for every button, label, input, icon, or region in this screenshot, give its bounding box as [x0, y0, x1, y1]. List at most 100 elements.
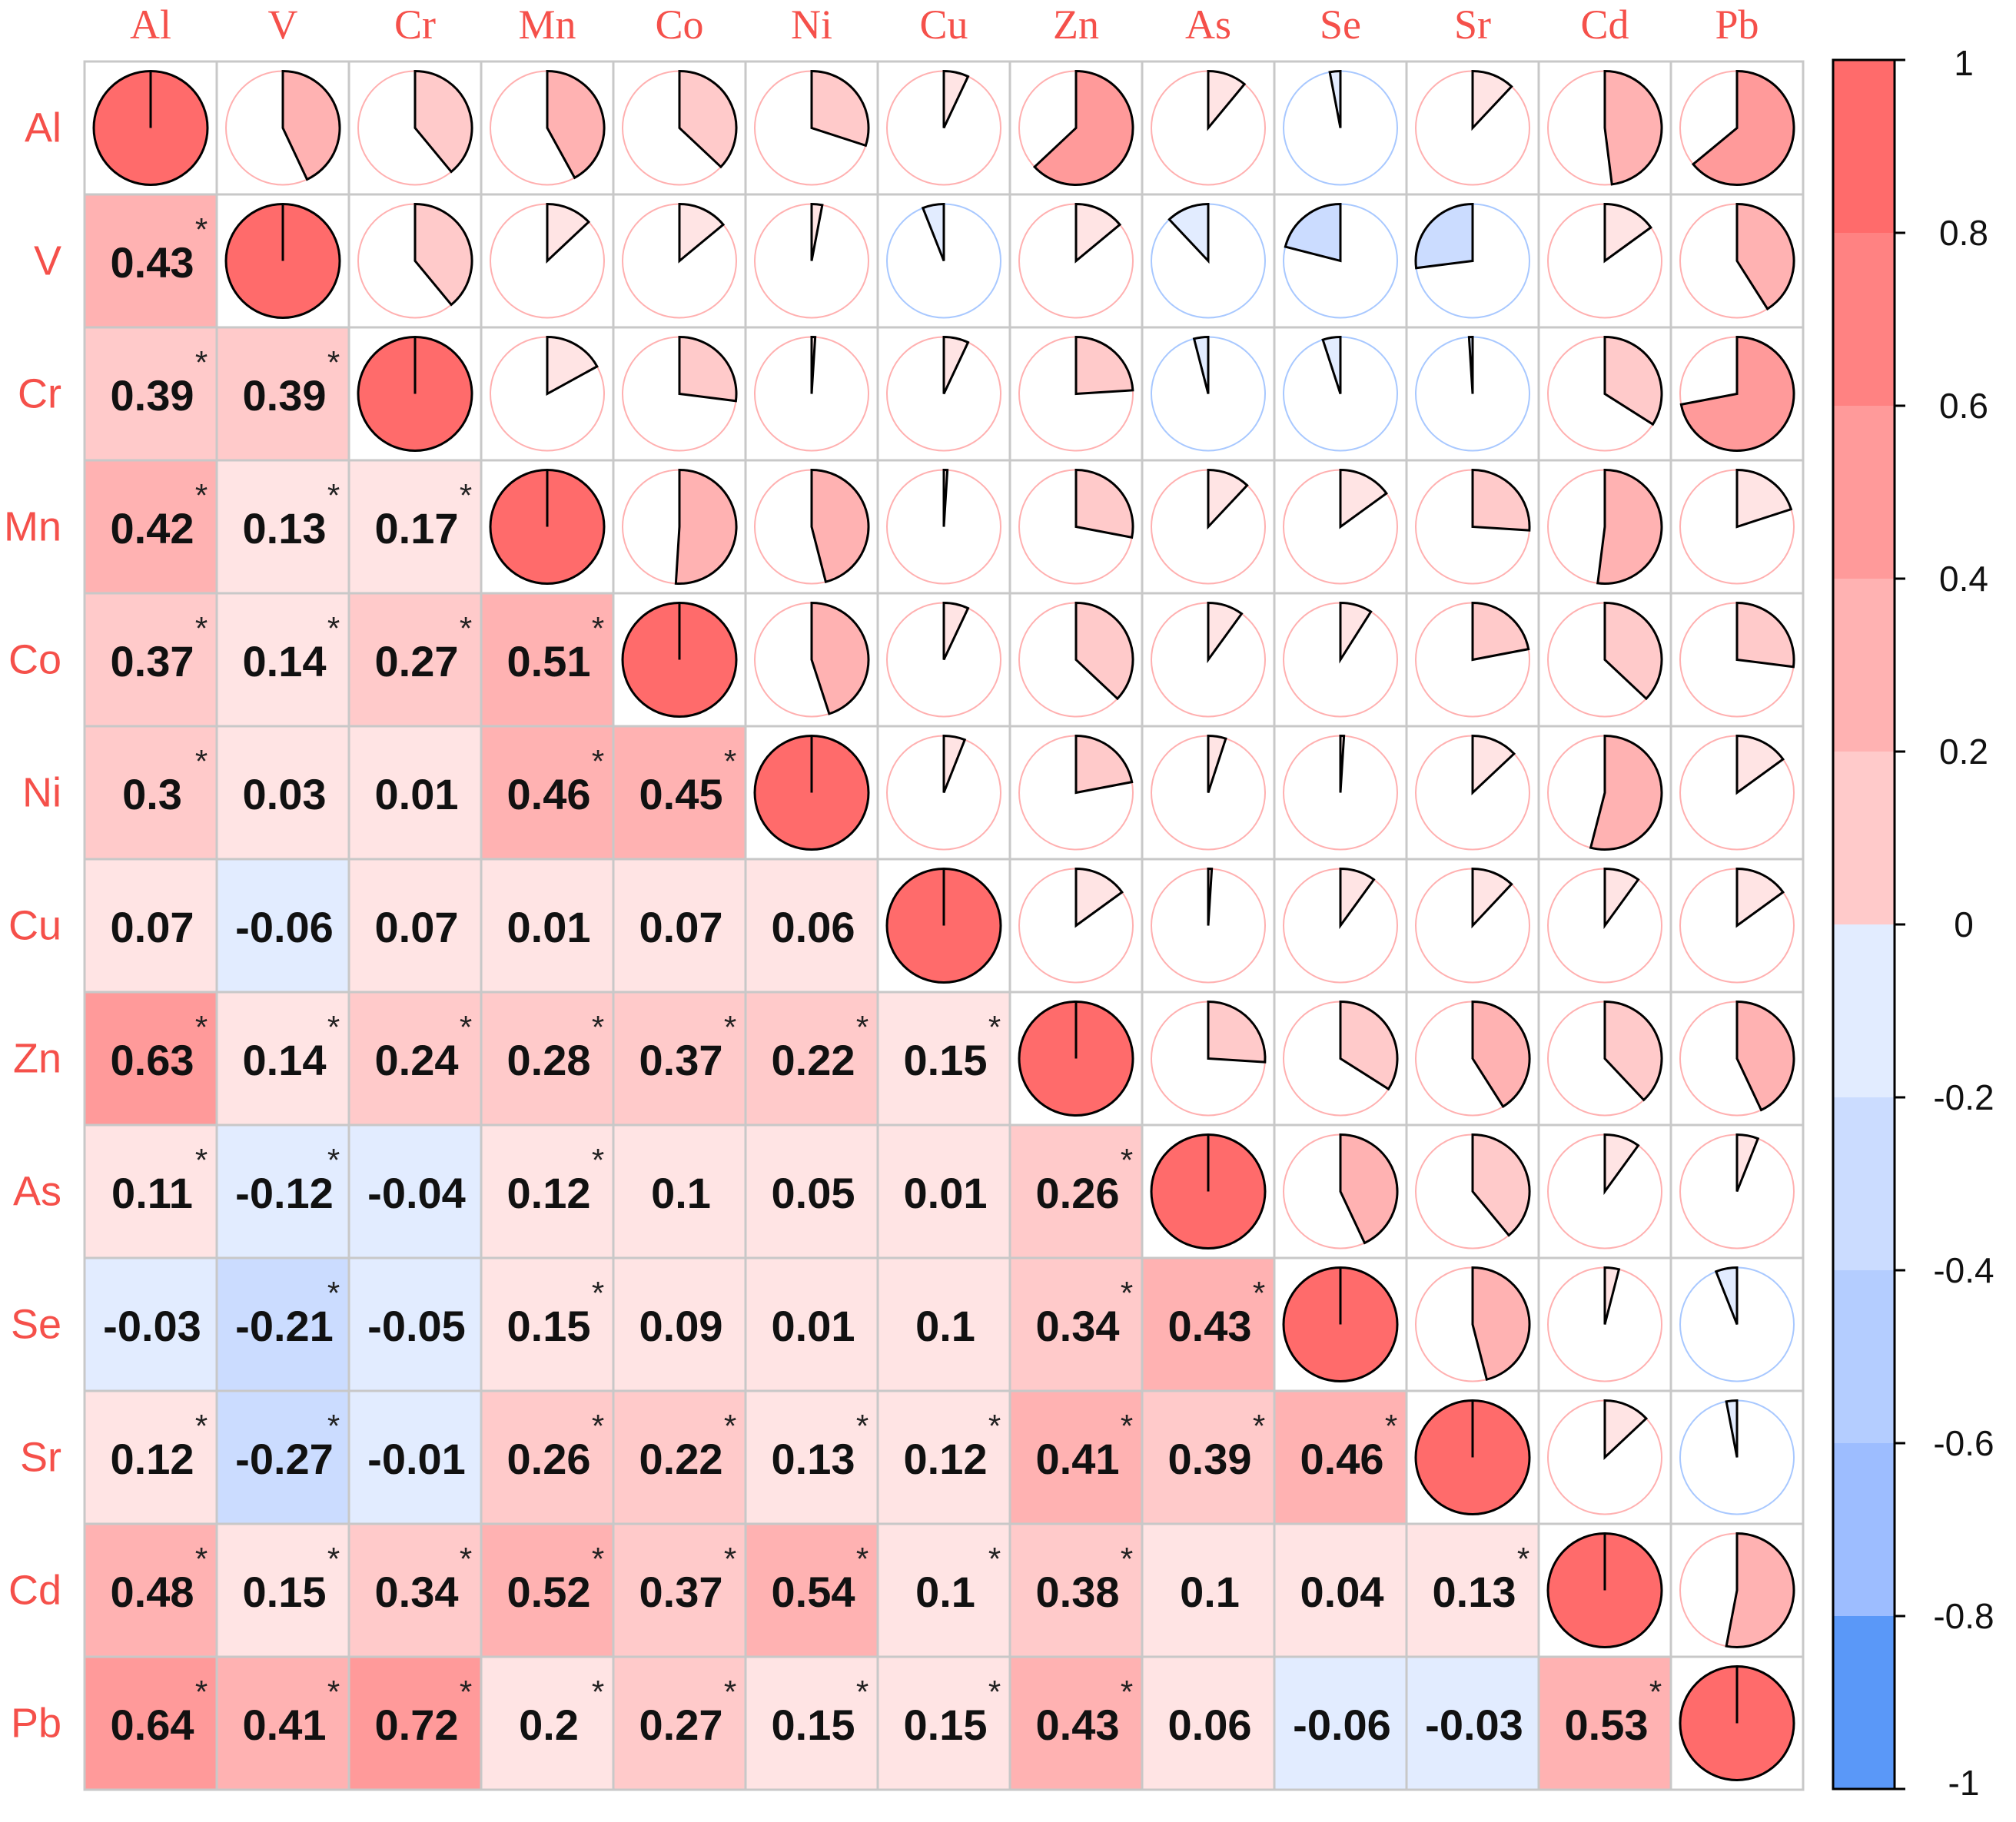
row-label-Mn: Mn [4, 504, 61, 550]
pie-Al-Cu [942, 69, 970, 129]
pie-Mn-Zn [1074, 468, 1134, 539]
value-Pb-Cu: 0.15 [904, 1701, 988, 1749]
value-Pb-Sr: -0.03 [1425, 1701, 1523, 1749]
sig-mark-Zn-Mn: * [592, 1009, 604, 1045]
row-label-Pb: Pb [11, 1701, 61, 1747]
value-Zn-Co: 0.37 [639, 1036, 723, 1084]
value-Ni-Cr: 0.01 [375, 770, 459, 818]
pie-V-Pb [1735, 202, 1795, 311]
pie-V-Mn [546, 202, 591, 264]
pie-As-Pb [1735, 1133, 1760, 1193]
sig-mark-Sr-Zn: * [1121, 1408, 1133, 1444]
col-label-Cu: Cu [919, 2, 968, 48]
pie-Ni-Sr [1471, 734, 1516, 795]
cell-Cr-Al [83, 326, 218, 462]
row-label-Cd: Cd [8, 1568, 61, 1614]
value-Sr-Cu: 0.12 [904, 1435, 988, 1483]
pie-Se-Pb [1714, 1266, 1739, 1326]
colorbar-segment [1833, 1443, 1895, 1617]
pie-As-Cd [1603, 1133, 1640, 1196]
pie-Al-Se [1328, 69, 1342, 128]
cell-As-Al [83, 1123, 218, 1259]
cell-Cd-Sr [1405, 1522, 1540, 1658]
row-label-Se: Se [11, 1302, 61, 1348]
cell-Ni-Al [83, 725, 218, 861]
sig-mark-Se-Zn: * [1121, 1275, 1133, 1311]
colorbar-segment [1833, 1097, 1895, 1271]
cell-Pb-Se [1273, 1655, 1408, 1791]
sig-mark-Se-V: * [327, 1275, 340, 1311]
pie-Zn-Pb [1735, 1000, 1795, 1112]
row-label-Zn: Zn [13, 1036, 61, 1082]
pie-Al-Co [678, 69, 738, 169]
colorbar-tick-label: 0 [1954, 904, 1974, 944]
pie-V-As [1167, 202, 1210, 264]
value-Zn-Cu: 0.15 [904, 1036, 988, 1084]
colorbar-tick-label: -1 [1948, 1763, 1980, 1803]
value-Mn-Cr: 0.17 [375, 504, 459, 553]
cell-As-Cu [876, 1123, 1011, 1259]
value-V-Al: 0.43 [111, 238, 194, 287]
value-Se-Mn: 0.15 [507, 1302, 591, 1350]
cell-Cu-Al [83, 858, 218, 994]
pie-As-Se [1339, 1133, 1399, 1245]
value-Se-Ni: 0.01 [772, 1302, 855, 1350]
cell-Cd-Co [612, 1522, 747, 1658]
pie-Co-Sr [1471, 601, 1530, 662]
value-Cu-Co: 0.07 [639, 903, 723, 951]
value-Sr-Cr: -0.01 [367, 1435, 466, 1483]
cell-Sr-Ni [744, 1389, 879, 1525]
value-Cd-Zn: 0.38 [1036, 1568, 1120, 1616]
sig-mark-Cd-Mn: * [592, 1541, 604, 1577]
pie-V-Cr [413, 202, 473, 307]
pie-Mn-Co [674, 468, 738, 585]
value-Cd-Co: 0.37 [639, 1568, 723, 1616]
value-Sr-V: -0.27 [235, 1435, 334, 1483]
cell-Pb-V [215, 1655, 350, 1791]
row-label-Cr: Cr [18, 371, 61, 417]
pie-Cu-As [1207, 867, 1214, 926]
sig-mark-Pb-Ni: * [856, 1674, 869, 1710]
color-legend: 1 0.8 0.6 0.4 0.2 0 -0.2 -0.4 -0.6 -0.8 -1 [1832, 43, 1994, 1803]
pie-Co-Cu [942, 601, 970, 661]
cell-Cd-Al [83, 1522, 218, 1658]
value-Cu-V: -0.06 [235, 903, 334, 951]
sig-mark-Pb-Zn: * [1121, 1674, 1133, 1710]
pie-Cr-Cd [1603, 335, 1663, 426]
colorbar-segment [1833, 1616, 1895, 1790]
value-Se-Cu: 0.1 [915, 1302, 975, 1350]
sig-mark-As-Zn: * [1121, 1142, 1133, 1178]
pie-Mn-Sr [1471, 468, 1531, 532]
pie-Ni-Se [1339, 734, 1346, 793]
colorbar-segment [1833, 752, 1895, 925]
cell-Co-V [215, 592, 350, 728]
pie-V-Zn [1074, 202, 1122, 264]
sig-mark-Cd-V: * [327, 1541, 340, 1577]
sig-mark-Sr-Co: * [724, 1408, 736, 1444]
value-Se-Al: -0.03 [103, 1302, 201, 1350]
cell-Pb-Co [612, 1655, 747, 1791]
sig-mark-Co-Cr: * [460, 610, 472, 646]
pie-Cr-Co [678, 335, 738, 403]
pie-Mn-Ni [810, 468, 870, 584]
value-Co-Al: 0.37 [111, 637, 194, 685]
value-Zn-Al: 0.63 [111, 1036, 194, 1084]
sig-mark-Co-Al: * [195, 610, 208, 646]
cell-Cd-Zn [1008, 1522, 1144, 1658]
cell-As-Co [612, 1123, 747, 1259]
cell-Sr-Al [83, 1389, 218, 1525]
pie-As-Sr [1471, 1133, 1531, 1237]
axis-labels: Al V Cr Mn Co Ni Cu Zn As Se Sr Cd Pb Al V Cr Mn Co Ni Cu Zn… [4, 2, 1759, 1747]
row-label-Cu: Cu [8, 903, 61, 949]
colorbar-segment [1833, 1270, 1895, 1444]
value-Sr-Se: 0.46 [1300, 1435, 1384, 1483]
pie-Co-As [1207, 601, 1244, 664]
cell-Se-Ni [744, 1256, 879, 1392]
value-Cd-Mn: 0.52 [507, 1568, 591, 1616]
sig-mark-Sr-Mn: * [592, 1408, 604, 1444]
value-Sr-Zn: 0.41 [1036, 1435, 1120, 1483]
pie-Cu-Sr [1471, 867, 1513, 929]
pie-Cr-Mn [546, 335, 599, 397]
pie-Cr-Zn [1074, 335, 1134, 396]
cell-Ni-Co [612, 725, 747, 861]
